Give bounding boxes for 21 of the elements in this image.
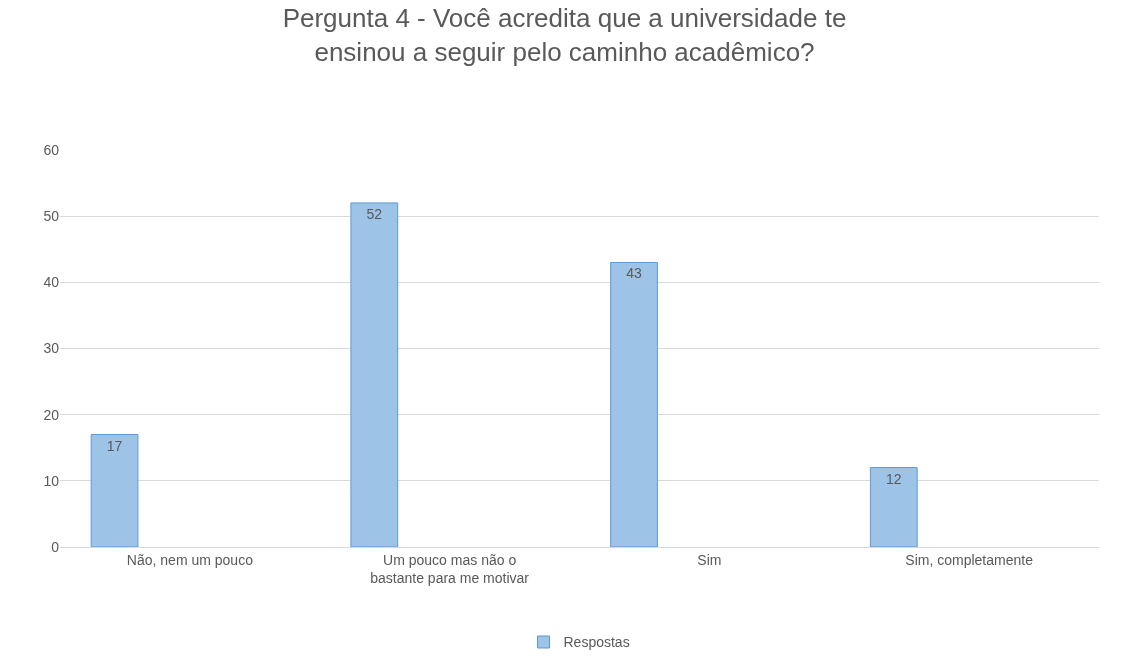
data-label: 12 (885, 470, 902, 487)
bar (350, 202, 399, 547)
y-tick-label: 0 (51, 538, 60, 555)
y-tick-label: 20 (43, 406, 60, 423)
y-tick-label: 10 (43, 472, 60, 489)
y-tick-label: 40 (43, 274, 60, 291)
bar (869, 467, 918, 547)
legend-label: Respostas (563, 634, 630, 651)
bar (610, 261, 658, 547)
y-tick-label: 30 (43, 340, 60, 357)
x-tick-label: Sim, completamente (905, 551, 1034, 568)
y-tick-label: 50 (43, 208, 60, 225)
x-tick-label: Um pouco mas não o bastante para me motivar (370, 551, 530, 586)
data-label: 17 (106, 437, 123, 454)
bar (90, 434, 139, 547)
chart-title: Pergunta 4 - Você acredita que a universidade te ensinou a seguir pelo caminho acadêmico? (282, 2, 847, 67)
x-tick-label: Sim (697, 551, 722, 568)
x-tick-label: Não, nem um pouco (126, 551, 254, 568)
data-label: 43 (626, 265, 642, 282)
data-label: 52 (366, 205, 383, 222)
y-tick-label: 60 (43, 141, 60, 158)
